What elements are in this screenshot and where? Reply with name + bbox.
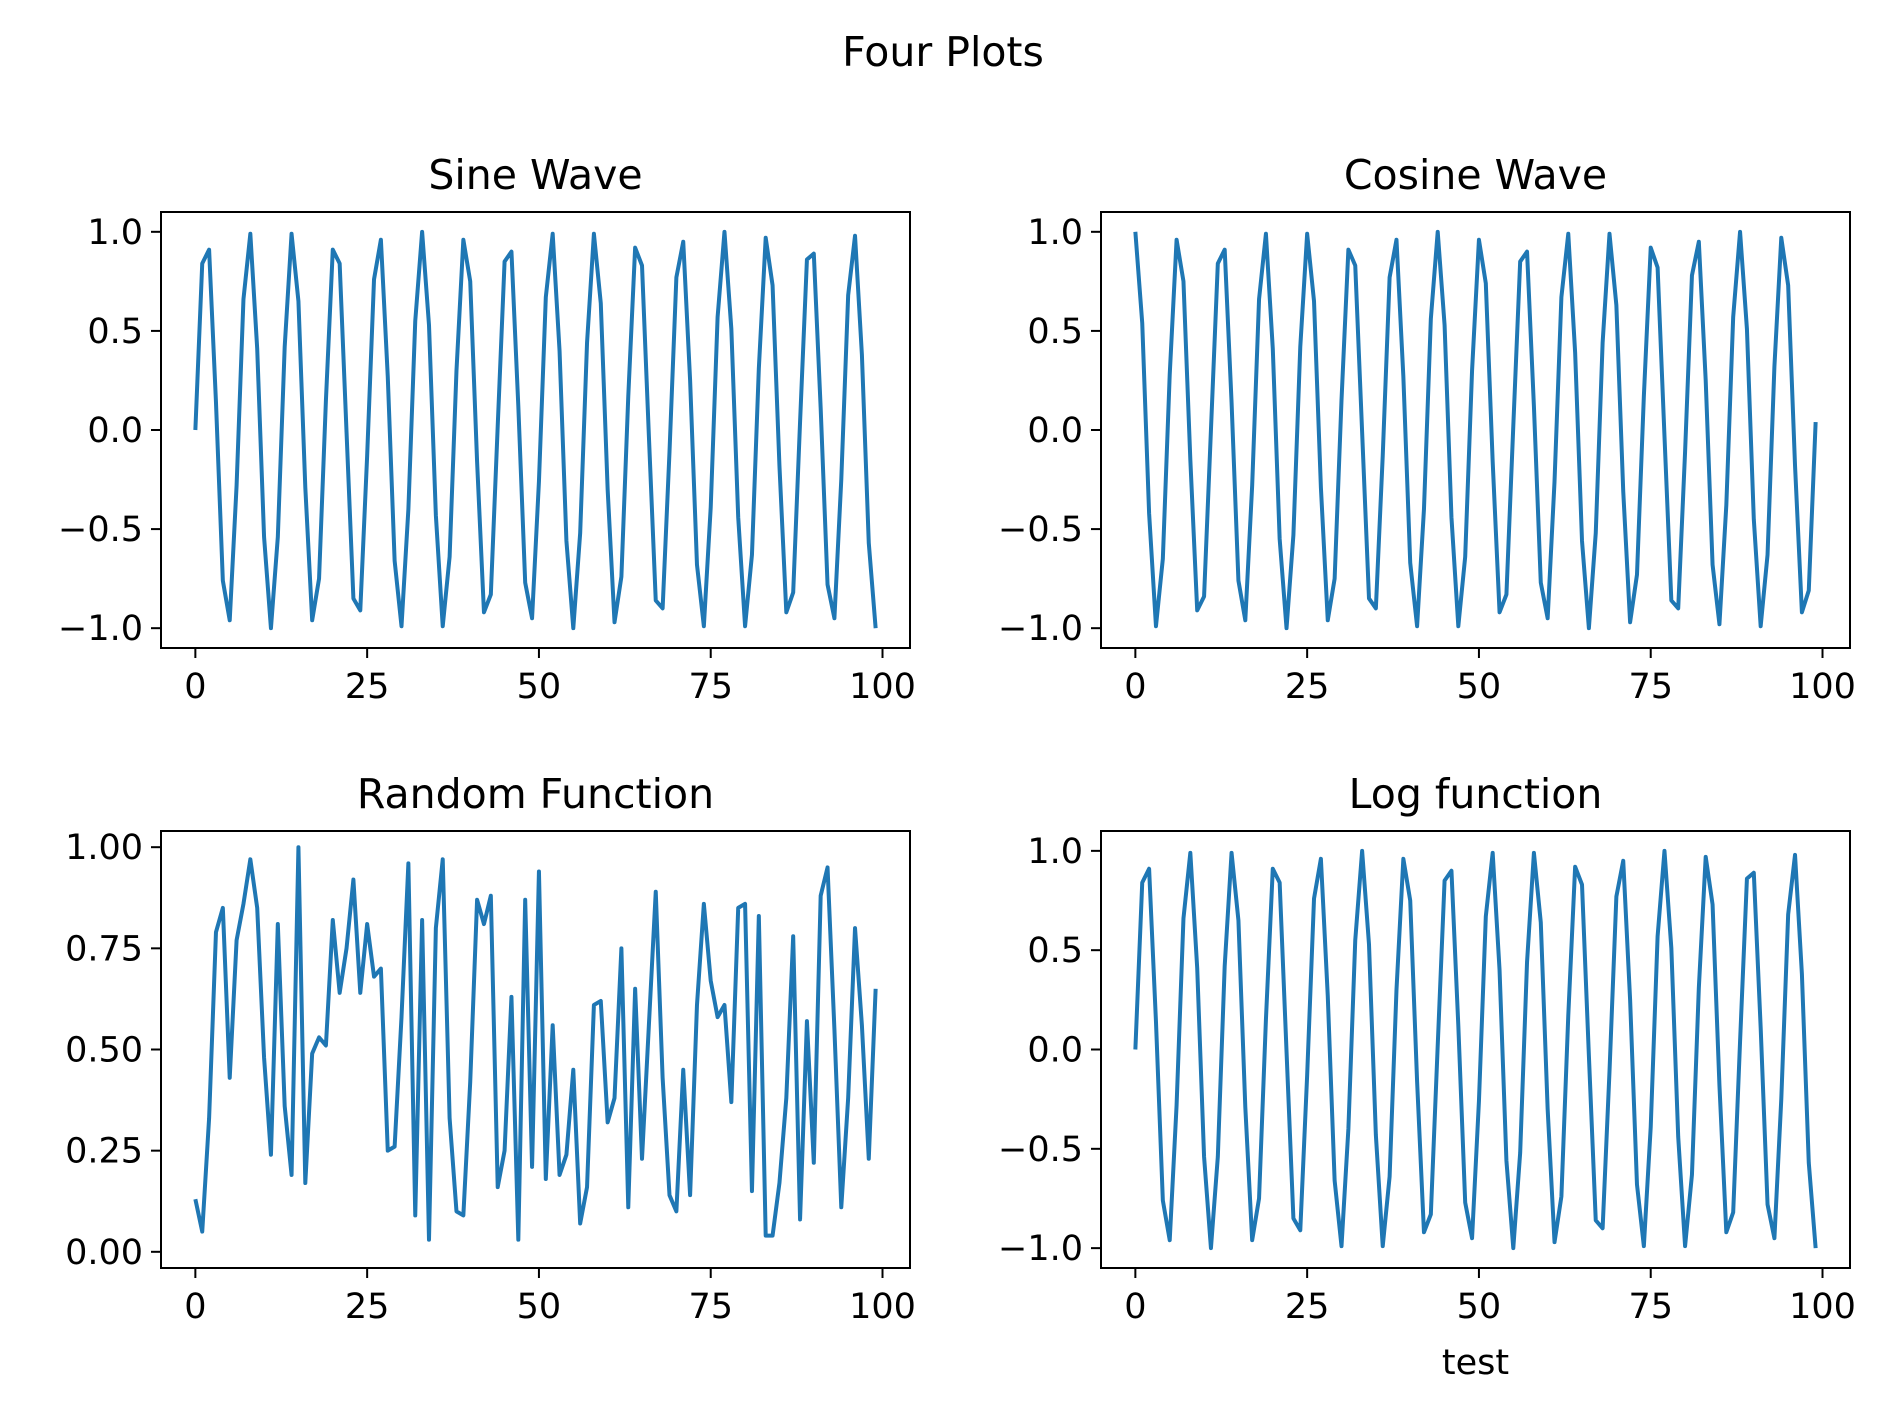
x-tick-label-cosine: 75 <box>1628 667 1673 707</box>
series-line-cosine <box>1133 229 1818 631</box>
y-tick-label-random: 0.25 <box>65 1132 143 1172</box>
series-line-log <box>1133 848 1818 1251</box>
x-tick-label-sine: 0 <box>184 667 206 707</box>
subplot-title-sine: Sine Wave <box>428 151 642 199</box>
y-tick-label-sine: 0.0 <box>87 411 143 451</box>
subplot-random: 0 25 50 75 100 1.00 0.75 0.50 0.25 0.00 Random Fun… <box>65 770 916 1327</box>
x-tick-label-sine: 75 <box>688 667 733 707</box>
y-tick-label-cosine: 0.0 <box>1027 411 1083 451</box>
x-tick-label-random: 100 <box>849 1287 916 1327</box>
y-tick-label-sine: 1.0 <box>87 213 143 253</box>
subplot-title-log: Log function <box>1349 770 1603 818</box>
subplot-title-random: Random Function <box>357 770 714 818</box>
x-tick-label-log: 75 <box>1628 1287 1673 1327</box>
x-tick-label-log: 25 <box>1285 1287 1330 1327</box>
x-tick-label-random: 75 <box>688 1287 733 1327</box>
x-tick-label-log: 100 <box>1789 1287 1856 1327</box>
x-axis-label-log: test <box>1442 1343 1509 1383</box>
y-tick-label-cosine: −0.5 <box>998 510 1083 550</box>
x-tick-label-sine: 50 <box>517 667 562 707</box>
y-tick-label-cosine: 0.5 <box>1027 312 1083 352</box>
x-tick-label-cosine: 25 <box>1285 667 1330 707</box>
x-tick-label-random: 0 <box>184 1287 206 1327</box>
y-tick-label-sine: 0.5 <box>87 312 143 352</box>
y-tick-label-log: 1.0 <box>1027 832 1083 872</box>
x-tick-label-sine: 100 <box>849 667 916 707</box>
x-tick-label-random: 50 <box>517 1287 562 1327</box>
y-tick-label-random: 1.00 <box>65 828 143 868</box>
x-tick-label-cosine: 50 <box>1457 667 1502 707</box>
x-tick-label-random: 25 <box>345 1287 390 1327</box>
subplot-cosine: 0 25 50 75 100 1.0 0.5 0.0 −0.5 −1.0 Cosine Wave <box>998 151 1856 707</box>
y-tick-label-sine: −0.5 <box>58 510 143 550</box>
x-tick-label-log: 50 <box>1457 1287 1502 1327</box>
series-line-random <box>193 845 878 1242</box>
y-tick-label-random: 0.75 <box>65 929 143 969</box>
series-line-sine <box>193 229 878 631</box>
y-tick-label-cosine: −1.0 <box>998 609 1083 649</box>
x-tick-label-sine: 25 <box>345 667 390 707</box>
y-tick-label-log: 0.5 <box>1027 931 1083 971</box>
x-tick-label-cosine: 0 <box>1124 667 1146 707</box>
subplot-log: 0 25 50 75 100 1.0 0.5 0.0 −0.5 −1.0 Log function t… <box>998 770 1856 1383</box>
figure-suptitle: Four Plots <box>842 28 1044 76</box>
y-tick-label-log: −0.5 <box>998 1130 1083 1170</box>
y-tick-label-cosine: 1.0 <box>1027 213 1083 253</box>
x-tick-label-cosine: 100 <box>1789 667 1856 707</box>
y-tick-label-log: 0.0 <box>1027 1031 1083 1071</box>
y-tick-label-sine: −1.0 <box>58 609 143 649</box>
y-tick-label-log: −1.0 <box>998 1229 1083 1269</box>
subplot-sine: 0 25 50 75 100 1.0 0.5 0.0 −0.5 −1.0 Sine Wave <box>58 151 916 707</box>
y-tick-label-random: 0.50 <box>65 1031 143 1071</box>
x-tick-label-log: 0 <box>1124 1287 1146 1327</box>
subplot-title-cosine: Cosine Wave <box>1344 151 1607 199</box>
y-tick-label-random: 0.00 <box>65 1233 143 1273</box>
